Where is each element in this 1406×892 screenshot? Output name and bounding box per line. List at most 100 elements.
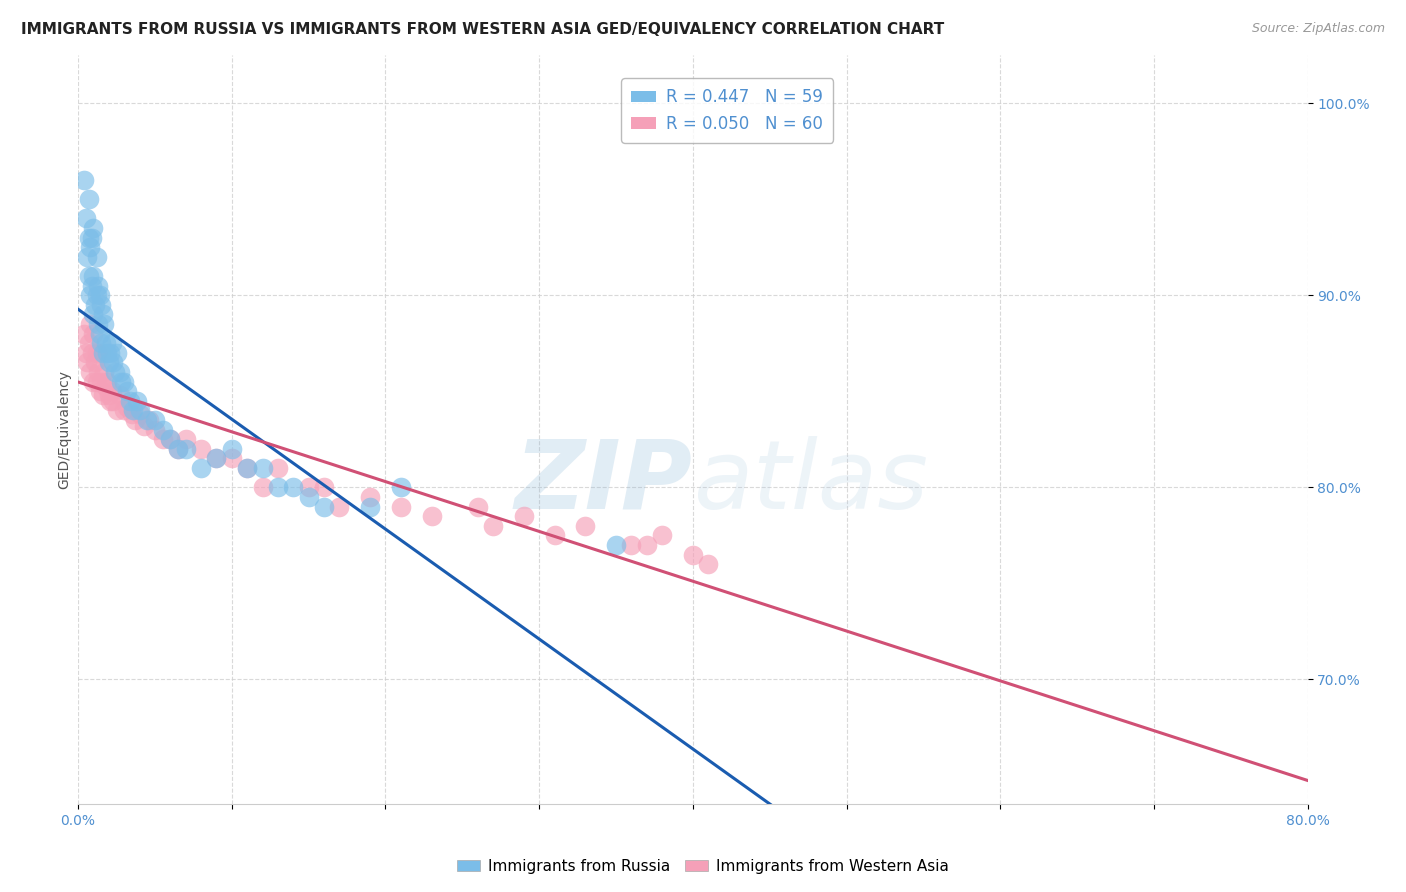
Point bbox=[79, 288, 101, 302]
Point bbox=[221, 451, 243, 466]
Point bbox=[159, 432, 181, 446]
Point bbox=[136, 413, 159, 427]
Point bbox=[91, 346, 114, 360]
Point bbox=[110, 375, 132, 389]
Point bbox=[87, 365, 110, 379]
Point bbox=[80, 278, 103, 293]
Legend: R = 0.447   N = 59, R = 0.050   N = 60: R = 0.447 N = 59, R = 0.050 N = 60 bbox=[621, 78, 834, 143]
Point bbox=[80, 230, 103, 244]
Point bbox=[82, 268, 104, 283]
Point bbox=[636, 538, 658, 552]
Point bbox=[94, 380, 117, 394]
Point bbox=[97, 388, 120, 402]
Point bbox=[190, 461, 212, 475]
Point bbox=[100, 346, 122, 360]
Point bbox=[75, 211, 97, 226]
Text: ZIP: ZIP bbox=[515, 435, 693, 529]
Point bbox=[128, 403, 150, 417]
Point bbox=[76, 250, 98, 264]
Point bbox=[100, 393, 122, 408]
Point bbox=[73, 326, 96, 341]
Point bbox=[105, 346, 128, 360]
Point bbox=[89, 384, 111, 399]
Y-axis label: GED/Equivalency: GED/Equivalency bbox=[58, 370, 72, 489]
Point bbox=[190, 442, 212, 456]
Point bbox=[312, 480, 335, 494]
Point bbox=[86, 250, 108, 264]
Point bbox=[651, 528, 673, 542]
Point bbox=[80, 346, 103, 360]
Point bbox=[82, 221, 104, 235]
Point bbox=[77, 268, 100, 283]
Point bbox=[359, 490, 381, 504]
Point bbox=[101, 336, 124, 351]
Point bbox=[104, 365, 127, 379]
Point bbox=[90, 346, 112, 360]
Point bbox=[75, 346, 97, 360]
Point bbox=[267, 480, 290, 494]
Point bbox=[312, 500, 335, 514]
Point bbox=[134, 418, 156, 433]
Point bbox=[108, 365, 131, 379]
Point bbox=[77, 230, 100, 244]
Point bbox=[283, 480, 305, 494]
Point bbox=[96, 346, 118, 360]
Point bbox=[236, 461, 259, 475]
Point bbox=[93, 365, 115, 379]
Point bbox=[482, 518, 505, 533]
Point bbox=[82, 375, 104, 389]
Legend: Immigrants from Russia, Immigrants from Western Asia: Immigrants from Russia, Immigrants from … bbox=[451, 853, 955, 880]
Point bbox=[108, 388, 131, 402]
Point bbox=[73, 173, 96, 187]
Point bbox=[91, 308, 114, 322]
Point bbox=[159, 432, 181, 446]
Point bbox=[152, 423, 174, 437]
Point bbox=[89, 326, 111, 341]
Point bbox=[121, 407, 143, 421]
Point bbox=[77, 192, 100, 206]
Point bbox=[79, 365, 101, 379]
Point bbox=[236, 461, 259, 475]
Point bbox=[359, 500, 381, 514]
Point bbox=[82, 326, 104, 341]
Point bbox=[101, 384, 124, 399]
Point bbox=[90, 375, 112, 389]
Point bbox=[112, 375, 135, 389]
Point bbox=[86, 346, 108, 360]
Point bbox=[143, 413, 166, 427]
Text: IMMIGRANTS FROM RUSSIA VS IMMIGRANTS FROM WESTERN ASIA GED/EQUIVALENCY CORRELATI: IMMIGRANTS FROM RUSSIA VS IMMIGRANTS FRO… bbox=[21, 22, 945, 37]
Point bbox=[267, 461, 290, 475]
Point bbox=[117, 384, 139, 399]
Point bbox=[467, 500, 489, 514]
Point bbox=[174, 442, 197, 456]
Point bbox=[96, 375, 118, 389]
Text: atlas: atlas bbox=[693, 435, 928, 529]
Point bbox=[89, 288, 111, 302]
Point bbox=[86, 288, 108, 302]
Point bbox=[124, 413, 146, 427]
Point bbox=[252, 461, 274, 475]
Point bbox=[221, 442, 243, 456]
Point bbox=[90, 336, 112, 351]
Point bbox=[167, 442, 190, 456]
Point bbox=[128, 407, 150, 421]
Point bbox=[152, 432, 174, 446]
Point bbox=[76, 355, 98, 369]
Point bbox=[682, 548, 704, 562]
Point bbox=[117, 400, 139, 414]
Point bbox=[298, 480, 321, 494]
Point bbox=[84, 298, 107, 312]
Point bbox=[122, 403, 145, 417]
Point bbox=[77, 336, 100, 351]
Point bbox=[167, 442, 190, 456]
Point bbox=[94, 336, 117, 351]
Point bbox=[87, 278, 110, 293]
Point bbox=[138, 413, 160, 427]
Point bbox=[389, 480, 412, 494]
Point bbox=[93, 317, 115, 331]
Point bbox=[79, 240, 101, 254]
Text: Source: ZipAtlas.com: Source: ZipAtlas.com bbox=[1251, 22, 1385, 36]
Point bbox=[420, 509, 443, 524]
Point bbox=[103, 355, 125, 369]
Point bbox=[90, 298, 112, 312]
